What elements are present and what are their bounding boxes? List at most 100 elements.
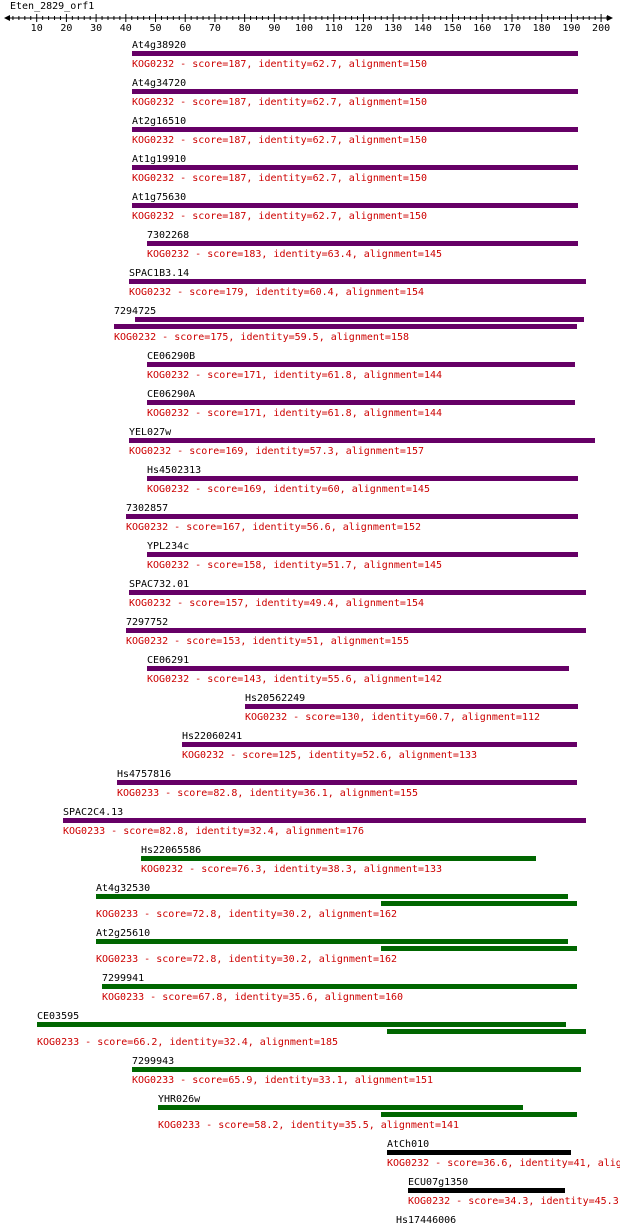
hit-annotation: KOG0232 - score=169, identity=60, alignm… bbox=[147, 484, 430, 495]
alignment-bar[interactable] bbox=[147, 666, 569, 671]
alignment-bar[interactable] bbox=[387, 1150, 571, 1155]
hit-name[interactable]: At2g16510 bbox=[132, 116, 187, 127]
hit-name[interactable]: At4g32530 bbox=[96, 883, 151, 894]
hit-annotation: KOG0233 - score=66.2, identity=32.4, ali… bbox=[37, 1037, 339, 1048]
alignment-bar[interactable] bbox=[158, 1105, 523, 1110]
hit-name[interactable]: At1g75630 bbox=[132, 192, 187, 203]
axis-tick-label: 170 bbox=[503, 23, 521, 34]
hit-name[interactable]: SPAC2C4.13 bbox=[63, 807, 124, 818]
axis-tick-label: 120 bbox=[354, 23, 372, 34]
hit-name[interactable]: 7299941 bbox=[102, 973, 145, 984]
alignment-bar[interactable] bbox=[132, 165, 578, 170]
hit-name[interactable]: 7302268 bbox=[147, 230, 190, 241]
axis-tick-label: 110 bbox=[325, 23, 343, 34]
alignment-bar[interactable] bbox=[129, 590, 586, 595]
hit-name[interactable]: Hs22065586 bbox=[141, 845, 202, 856]
hit-name[interactable]: SPAC732.01 bbox=[129, 579, 190, 590]
hit-name[interactable]: SPAC1B3.14 bbox=[129, 268, 190, 279]
hit-name[interactable]: Hs22060241 bbox=[182, 731, 243, 742]
alignment-bar[interactable] bbox=[132, 203, 578, 208]
hit-annotation: KOG0233 - score=72.8, identity=30.2, ali… bbox=[96, 954, 398, 965]
sequence-axis: 10 20 30 40 50 60 70 80 90 100 110 120 130 140 150 160 1… bbox=[4, 14, 613, 34]
alignment-bar[interactable] bbox=[147, 362, 575, 367]
axis-tick-label: 60 bbox=[179, 23, 191, 34]
alignment-bar[interactable] bbox=[387, 1029, 586, 1034]
hit-annotation: KOG0232 - score=179, identity=60.4, alig… bbox=[129, 287, 425, 298]
axis-right-arrow bbox=[607, 15, 613, 21]
hit-annotation: KOG0232 - score=158, identity=51.7, alig… bbox=[147, 560, 443, 571]
hit-annotation: KOG0232 - score=153, identity=51, alignm… bbox=[126, 636, 409, 647]
hit-annotation: KOG0232 - score=187, identity=62.7, alig… bbox=[132, 211, 428, 222]
hit-annotation: KOG0233 - score=72.8, identity=30.2, ali… bbox=[96, 909, 398, 920]
axis-tick-label: 130 bbox=[384, 23, 402, 34]
alignment-bar[interactable] bbox=[96, 939, 568, 944]
hit-name[interactable]: At4g34720 bbox=[132, 78, 187, 89]
alignment-bar[interactable] bbox=[147, 241, 578, 246]
axis-tick-label: 80 bbox=[239, 23, 251, 34]
hit-annotation: KOG0232 - score=183, identity=63.4, alig… bbox=[147, 249, 443, 260]
hit-name[interactable]: 7299943 bbox=[132, 1056, 175, 1067]
alignment-bar[interactable] bbox=[117, 780, 577, 785]
alignment-bar[interactable] bbox=[96, 894, 568, 899]
alignment-bar[interactable] bbox=[147, 400, 575, 405]
hit-name[interactable]: CE06290B bbox=[147, 351, 196, 362]
hit-name[interactable]: 7294725 bbox=[114, 306, 157, 317]
hit-annotation: KOG0232 - score=175, identity=59.5, alig… bbox=[114, 332, 410, 343]
alignment-bar[interactable] bbox=[132, 89, 578, 94]
alignment-bar[interactable] bbox=[147, 476, 578, 481]
hit-annotation: KOG0233 - score=58.2, identity=35.5, ali… bbox=[158, 1120, 460, 1131]
hit-annotation: KOG0233 - score=67.8, identity=35.6, ali… bbox=[102, 992, 404, 1003]
hit-annotation: KOG0232 - score=125, identity=52.6, alig… bbox=[182, 750, 478, 761]
hit-name[interactable]: Hs4757816 bbox=[117, 769, 172, 780]
hit-annotation: KOG0233 - score=82.8, identity=36.1, ali… bbox=[117, 788, 419, 799]
alignment-bar[interactable] bbox=[141, 856, 536, 861]
hit-name[interactable]: Hs17446006 bbox=[396, 1215, 457, 1223]
hit-name[interactable]: Hs4502313 bbox=[147, 465, 202, 476]
alignment-bar[interactable] bbox=[381, 946, 577, 951]
hit-name[interactable]: YPL234c bbox=[147, 541, 190, 552]
hit-name[interactable]: AtCh010 bbox=[387, 1139, 430, 1150]
hit-annotation: KOG0232 - score=169, identity=57.3, alig… bbox=[129, 446, 425, 457]
alignment-bar[interactable] bbox=[126, 514, 578, 519]
hit-name[interactable]: CE06290A bbox=[147, 389, 196, 400]
axis-tick-label: 150 bbox=[444, 23, 462, 34]
alignment-bar[interactable] bbox=[37, 1022, 566, 1027]
alignment-bar[interactable] bbox=[129, 438, 595, 443]
hit-name[interactable]: 7297752 bbox=[126, 617, 169, 628]
hit-name[interactable]: Hs20562249 bbox=[245, 693, 306, 704]
hit-name[interactable]: ECU07g1350 bbox=[408, 1177, 469, 1188]
alignment-bar[interactable] bbox=[132, 1067, 581, 1072]
alignment-bar[interactable] bbox=[126, 628, 586, 633]
hit-name[interactable]: 7302857 bbox=[126, 503, 169, 514]
hit-name[interactable]: At2g25610 bbox=[96, 928, 151, 939]
hit-annotation: KOG0232 - score=171, identity=61.8, alig… bbox=[147, 408, 443, 419]
alignment-bar[interactable] bbox=[132, 127, 578, 132]
alignment-bar[interactable] bbox=[381, 901, 577, 906]
alignment-bar[interactable] bbox=[408, 1188, 565, 1193]
alignment-bar[interactable] bbox=[135, 317, 584, 322]
axis-tick-label: 160 bbox=[473, 23, 491, 34]
hit-name[interactable]: CE06291 bbox=[147, 655, 190, 666]
alignment-bar[interactable] bbox=[114, 324, 577, 329]
hit-annotation: KOG0232 - score=36.6, identity=41, align… bbox=[387, 1158, 620, 1169]
hit-annotation: KOG0232 - score=171, identity=61.8, alig… bbox=[147, 370, 443, 381]
query-name: Eten_2829_orf1 bbox=[10, 1, 95, 12]
hit-name[interactable]: CE03595 bbox=[37, 1011, 80, 1022]
alignment-bar[interactable] bbox=[132, 51, 578, 56]
alignment-bar[interactable] bbox=[147, 552, 578, 557]
alignment-bar[interactable] bbox=[245, 704, 578, 709]
alignment-bar[interactable] bbox=[63, 818, 586, 823]
hit-annotation: KOG0232 - score=143, identity=55.6, alig… bbox=[147, 674, 443, 685]
hit-annotation: KOG0232 - score=187, identity=62.7, alig… bbox=[132, 59, 428, 70]
hit-name[interactable]: YHR026w bbox=[158, 1094, 201, 1105]
hit-name[interactable]: At4g38920 bbox=[132, 40, 187, 51]
alignment-bar[interactable] bbox=[129, 279, 586, 284]
hit-annotation: KOG0232 - score=130, identity=60.7, alig… bbox=[245, 712, 541, 723]
hit-name[interactable]: YEL027w bbox=[129, 427, 172, 438]
alignment-bar[interactable] bbox=[102, 984, 577, 989]
axis-tick-label: 190 bbox=[562, 23, 580, 34]
hit-name[interactable]: At1g19910 bbox=[132, 154, 187, 165]
alignment-bar[interactable] bbox=[182, 742, 577, 747]
alignment-bar[interactable] bbox=[381, 1112, 577, 1117]
